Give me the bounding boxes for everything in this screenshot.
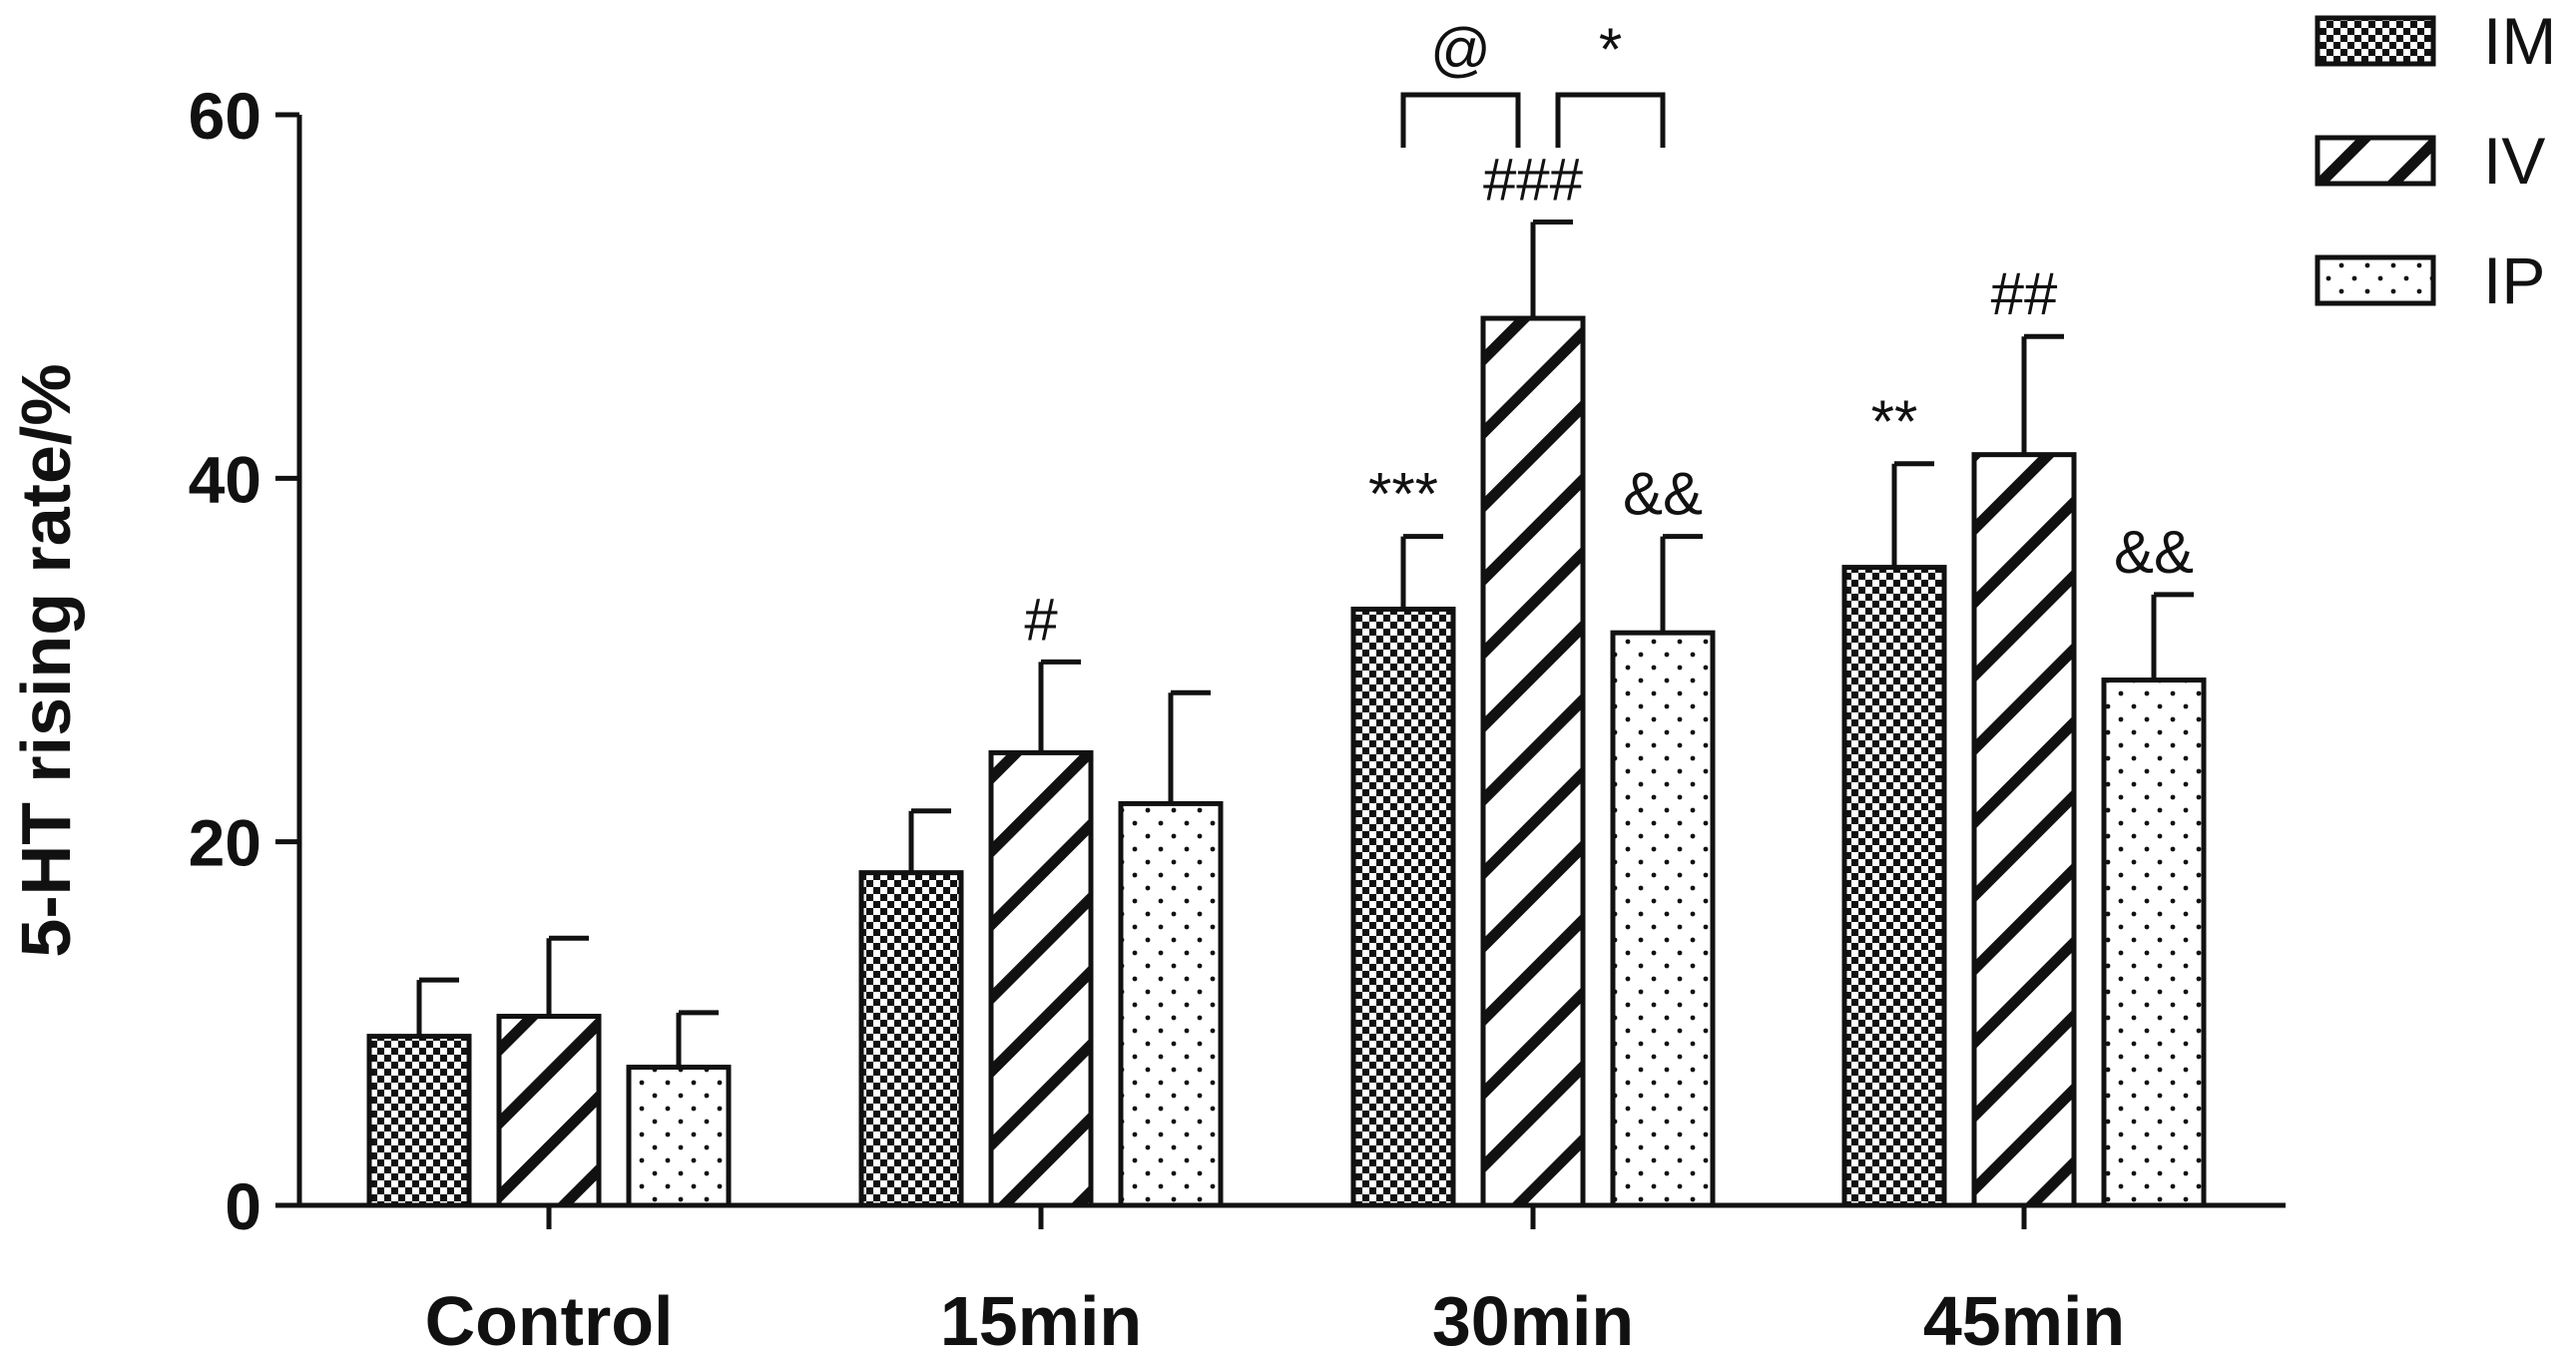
legend-swatch-im [2315, 15, 2436, 67]
legend-label-iv: IV [2483, 124, 2545, 198]
bar-im-30min [1350, 606, 1456, 1208]
x-tick-label-control: Control [425, 1282, 674, 1360]
comparison-bracket [1555, 92, 1666, 148]
x-tick-label-15min: 15min [940, 1282, 1142, 1360]
y-tick-label: 0 [225, 1169, 261, 1243]
legend-label-im: IM [2483, 4, 2556, 78]
significance-label: ## [1991, 260, 2058, 327]
y-tick-label: 60 [189, 79, 261, 153]
bar-im-45min [1841, 565, 1947, 1208]
significance-label: ** [1871, 388, 1918, 455]
bar-iv-30min [1480, 315, 1586, 1208]
legend-swatch-iv [2315, 135, 2436, 187]
significance-label: # [1024, 586, 1058, 653]
bar-iv-15min [988, 749, 1094, 1208]
significance-label: && [2114, 519, 2194, 586]
bar-ip-15min [1118, 800, 1224, 1208]
bracket-label: * [1599, 16, 1622, 83]
comparison-bracket [1400, 92, 1521, 148]
bracket-label: @ [1430, 16, 1491, 83]
bar-im-control [366, 1034, 472, 1208]
y-tick-label: 40 [189, 442, 261, 516]
bar-im-15min [858, 870, 964, 1208]
x-tick-label-30min: 30min [1432, 1282, 1634, 1360]
y-axis-title: 5-HT rising rate/% [7, 363, 85, 957]
bar-ip-30min [1610, 630, 1716, 1208]
x-tick-label-45min: 45min [1923, 1282, 2125, 1360]
bar-iv-45min [1971, 452, 2077, 1208]
significance-label: *** [1368, 461, 1438, 528]
legend-label-ip: IP [2483, 243, 2545, 317]
bar-ip-control [626, 1065, 732, 1208]
y-tick-label: 20 [189, 806, 261, 880]
legend-swatch-ip [2315, 254, 2436, 306]
significance-label: ### [1483, 146, 1584, 213]
bar-ip-45min [2101, 678, 2207, 1208]
bar-iv-control [496, 1014, 602, 1208]
significance-label: && [1623, 461, 1703, 528]
